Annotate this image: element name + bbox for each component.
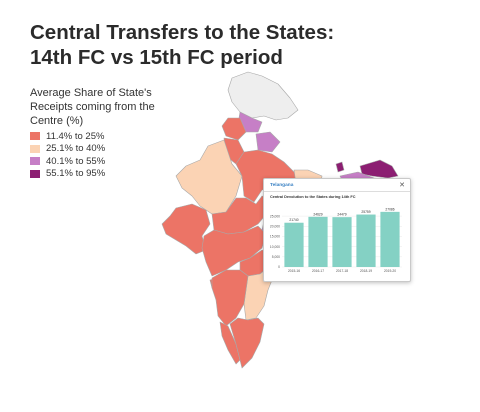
x-tick-label: 2018-19 [360,269,372,273]
state-karnataka[interactable] [211,269,249,327]
bar-value-label: 21740 [289,218,298,222]
close-icon[interactable]: ✕ [399,182,405,189]
legend: 11.4% to 25% 25.1% to 40% 40.1% to 55% 5… [30,130,105,180]
legend-label: 55.1% to 95% [46,168,106,180]
legend-label: 40.1% to 55% [46,155,106,167]
y-tick-label: 5,000 [272,255,280,259]
state-uttarakhand[interactable] [255,131,281,153]
state-popup: Telangana ✕ Central Devolution to the St… [263,178,411,282]
legend-label: 11.4% to 25% [46,130,105,142]
y-tick-label: 15,000 [270,235,280,239]
state-sikkim[interactable] [335,161,345,173]
bar-value-label: 24629 [313,212,322,216]
y-tick-label: 0 [278,265,280,269]
bar[interactable] [284,222,304,267]
bar-value-label: 24479 [337,213,346,217]
x-tick-label: 2016-17 [312,269,324,273]
bar[interactable] [308,216,328,267]
state-kerala[interactable] [219,321,241,365]
state-tamil-nadu[interactable] [229,317,265,369]
y-tick-label: 20,000 [270,224,280,228]
state-maharashtra[interactable] [201,225,267,277]
legend-item[interactable]: 25.1% to 40% [30,143,105,156]
page-title: Central Transfers to the States: 14th FC… [30,21,335,69]
y-tick-label: 10,000 [270,245,280,249]
x-tick-label: 2015-16 [288,269,300,273]
legend-heading: Average Share of State's Receipts coming… [30,87,155,127]
bar-value-label: 25759 [361,210,370,214]
legend-item[interactable]: 11.4% to 25% [30,130,105,143]
legend-swatch [30,144,40,153]
bar[interactable] [380,211,400,267]
legend-swatch [30,132,40,141]
state-jammu-kashmir[interactable] [227,71,299,121]
legend-item[interactable]: 40.1% to 55% [30,155,105,168]
popup-chart-title: Central Devolution to the States during … [270,195,356,199]
popup-divider [264,191,410,192]
x-tick-label: 2019-20 [384,269,396,273]
bar-value-label: 27086 [385,207,394,211]
x-tick-label: 2017-18 [336,269,348,273]
legend-swatch [30,169,40,178]
bar[interactable] [356,214,376,267]
legend-label: 25.1% to 40% [46,143,106,155]
y-tick-label: 25,000 [270,214,280,218]
legend-item[interactable]: 55.1% to 95% [30,168,105,181]
bar-chart: 0 5,000 10,000 15,000 20,000 25,000 21740 2015-… [270,207,402,273]
bar[interactable] [332,217,352,267]
legend-swatch [30,157,40,166]
popup-state-name: Telangana [270,183,294,188]
state-gujarat[interactable] [161,203,211,255]
